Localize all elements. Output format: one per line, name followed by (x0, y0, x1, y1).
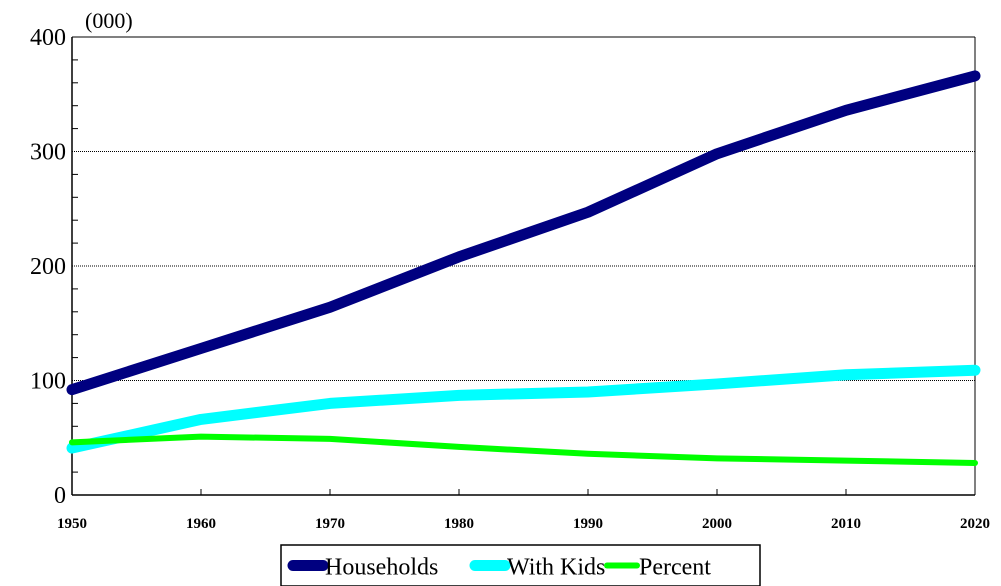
y-tick-label-400: 400 (30, 25, 66, 51)
x-tick-label-1950: 1950 (57, 516, 87, 532)
x-tick-label-2010: 2010 (831, 516, 861, 532)
series-line-percent (69, 433, 978, 466)
legend: Households With Kids Percent (280, 544, 761, 586)
axes (71, 36, 976, 496)
series-line-households (66, 70, 981, 396)
grid-lines (72, 36, 975, 381)
x-tick-label-1970: 1970 (315, 516, 345, 532)
y-tick-label-200: 200 (30, 254, 66, 280)
series-lines (66, 70, 981, 466)
x-tick-label-1980: 1980 (444, 516, 474, 532)
legend-label-households: Households (325, 555, 438, 581)
y-tick-label-100: 100 (30, 369, 66, 395)
x-tick-label-2000: 2000 (702, 516, 732, 532)
legend-label-with-kids: With Kids (507, 555, 605, 581)
series-line-with-kids (66, 364, 981, 454)
x-tick-label-1990: 1990 (573, 516, 603, 532)
x-tick-labels: 1950 1960 1970 1980 1990 2000 2010 2020 (57, 516, 990, 532)
legend-label-percent: Percent (639, 555, 711, 581)
y-tick-label-300: 300 (30, 140, 66, 166)
x-tick-label-2020: 2020 (960, 516, 990, 532)
unit-label: (000) (85, 8, 133, 33)
y-tick-labels: 0 100 200 300 400 (30, 25, 66, 509)
x-tick-label-1960: 1960 (186, 516, 216, 532)
legend-box (280, 544, 761, 586)
y-tick-label-0: 0 (54, 483, 66, 509)
